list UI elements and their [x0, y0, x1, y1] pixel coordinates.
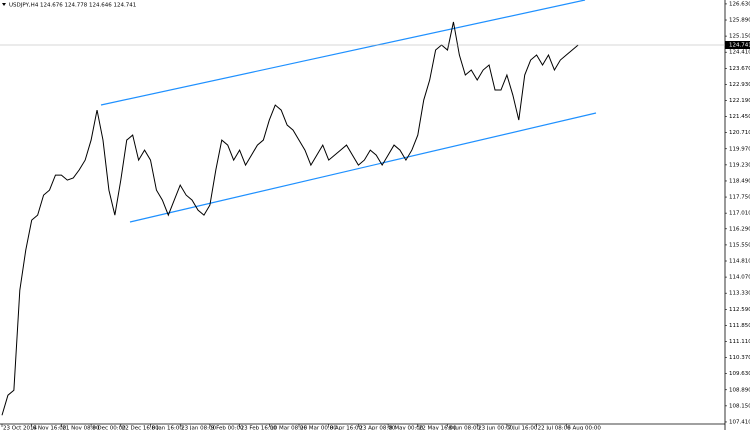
x-tick-label: 26 Mar 00:00: [300, 426, 337, 431]
y-tick-label: 121.450: [729, 114, 750, 120]
y-tick-label: 115.550: [729, 242, 750, 248]
y-tick-label: 107.410: [729, 419, 750, 425]
y-tick-label: 114.810: [729, 259, 750, 265]
y-tick-label: 119.970: [729, 146, 750, 152]
x-tick-label: 10 Mar 08:00: [270, 426, 307, 431]
last-price-label: 124.741: [729, 43, 750, 49]
y-tick-label: 126.630: [729, 1, 750, 7]
x-tick-label: 7 Jul 16:00: [508, 426, 538, 431]
y-tick-label: 112.590: [729, 307, 750, 313]
y-tick-label: 108.890: [729, 387, 750, 393]
x-tick-label: 22 May 16:00: [419, 426, 457, 431]
channel-lower: [129, 112, 597, 223]
price-line: [1, 21, 579, 416]
x-tick-label: 9 Feb 00:00: [211, 426, 244, 431]
x-tick-label: 23 Jan 08:00: [181, 426, 216, 431]
chart-title: USDJPY,H4 124.676 124.778 124.646 124.74…: [9, 3, 136, 9]
y-tick-label: 117.750: [729, 195, 750, 201]
y-tick-label: 124.410: [729, 50, 750, 56]
x-tick-label: 21 Nov 08:00: [62, 426, 100, 431]
x-tick-label: 23 Oct 2014: [3, 426, 38, 431]
x-tick-label: 8 Jun 08:00: [449, 426, 481, 431]
x-tick-label: 8 Jan 16:00: [152, 426, 184, 431]
y-tick-label: 122.930: [729, 82, 750, 88]
y-tick-label: 120.710: [729, 130, 750, 136]
y-tick-label: 125.890: [729, 18, 750, 24]
y-tick-label: 118.490: [729, 178, 750, 184]
symbol-arrow: [2, 3, 6, 6]
x-tick-label: 8 Apr 16:00: [330, 426, 363, 431]
x-tick-label: 6 Aug 00:00: [567, 426, 601, 431]
x-tick-label: 8 Dec 00:00: [92, 426, 126, 431]
x-tick-label: 23 Jun 00:00: [478, 426, 513, 431]
y-tick-label: 111.110: [729, 339, 750, 345]
y-tick-label: 109.630: [729, 371, 750, 377]
x-tick-label: 6 Nov 16:00: [33, 426, 67, 431]
y-tick-label: 122.190: [729, 98, 750, 104]
x-tick-label: 22 Jul 08:00: [538, 426, 571, 431]
y-tick-label: 123.670: [729, 66, 750, 72]
x-tick-label: 23 Apr 08:00: [359, 426, 395, 431]
y-tick-label: 114.070: [729, 275, 750, 281]
y-tick-label: 113.330: [729, 291, 750, 297]
last-price-box: [725, 41, 750, 50]
y-tick-label: 117.010: [729, 211, 750, 217]
y-tick-label: 111.850: [729, 323, 750, 329]
y-tick-label: 108.150: [729, 403, 750, 409]
y-tick-label: 119.230: [729, 162, 750, 168]
y-tick-label: 110.370: [729, 355, 750, 361]
x-tick-label: 22 Dec 16:00: [122, 426, 159, 431]
y-tick-label: 116.290: [729, 226, 750, 232]
x-tick-label: 8 May 00:00: [389, 426, 424, 431]
y-tick-label: 125.150: [729, 34, 750, 40]
x-tick-label: 23 Feb 16:00: [241, 426, 278, 431]
channel-upper: [100, 0, 586, 106]
